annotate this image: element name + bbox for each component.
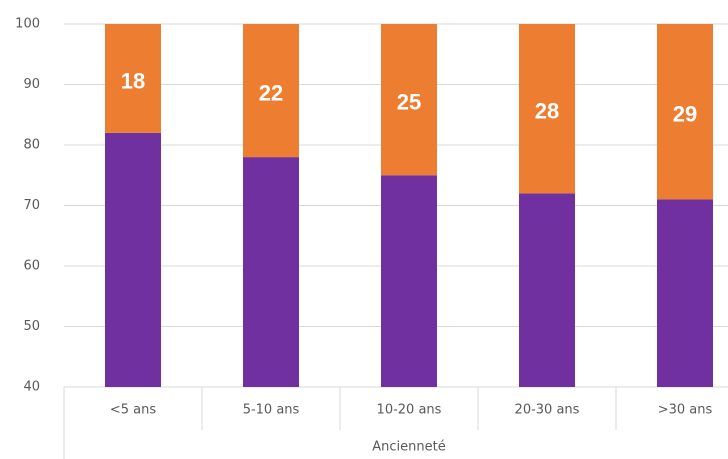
y-tick-label: 60 bbox=[23, 259, 40, 274]
bar-segment bbox=[243, 24, 299, 158]
y-tick-label: 90 bbox=[23, 77, 40, 92]
x-tick-label: 5-10 ans bbox=[243, 403, 300, 418]
bar-segment bbox=[519, 193, 575, 387]
x-tick-label: <5 ans bbox=[110, 403, 157, 418]
y-tick-label: 70 bbox=[23, 198, 40, 213]
bar-segment bbox=[105, 24, 161, 133]
data-label: 25 bbox=[397, 89, 421, 114]
x-axis-title: Ancienneté bbox=[372, 440, 445, 455]
y-tick-label: 100 bbox=[15, 17, 40, 32]
y-tick-label: 40 bbox=[23, 380, 40, 395]
bar-segment bbox=[657, 199, 713, 387]
data-label: 22 bbox=[259, 80, 283, 105]
x-tick-label: 10-20 ans bbox=[377, 403, 442, 418]
bar-segment bbox=[657, 24, 713, 200]
y-tick-label: 50 bbox=[23, 319, 40, 334]
x-tick-label: >30 ans bbox=[658, 403, 713, 418]
y-tick-label: 80 bbox=[23, 138, 40, 153]
bar-segment bbox=[381, 24, 437, 176]
bar-segment bbox=[381, 175, 437, 387]
data-label: 29 bbox=[673, 102, 697, 127]
bar-segment bbox=[519, 24, 575, 194]
bar-segment bbox=[105, 132, 161, 387]
x-tick-label: 20-30 ans bbox=[515, 403, 580, 418]
bar-segment bbox=[243, 157, 299, 387]
data-label: 28 bbox=[535, 99, 559, 124]
data-label: 18 bbox=[121, 68, 145, 93]
